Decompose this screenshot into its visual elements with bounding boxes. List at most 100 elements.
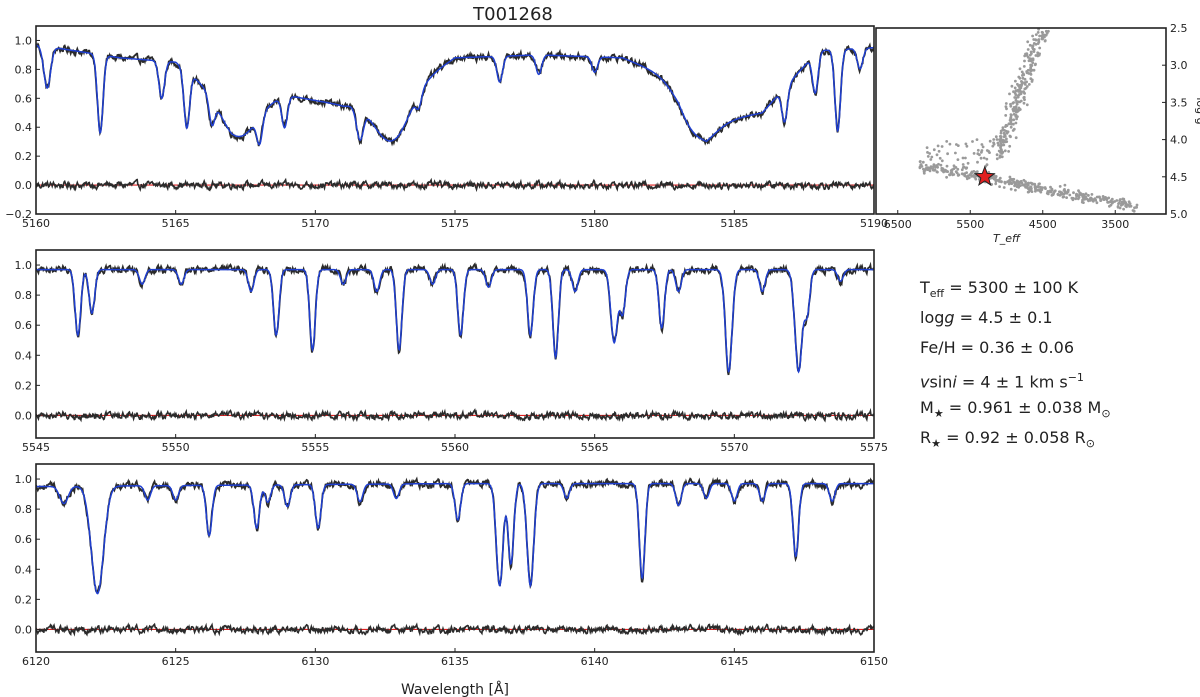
hr-x-tick-label: 4500	[1029, 218, 1057, 231]
hr-point	[1009, 104, 1013, 108]
teff-sub: eff	[929, 287, 945, 301]
hr-point	[1074, 193, 1078, 197]
hr-point	[995, 153, 999, 157]
hr-point	[1034, 38, 1037, 42]
hr-point	[976, 152, 980, 156]
hr-point	[948, 173, 951, 177]
hr-point	[980, 150, 983, 154]
hr-point	[1016, 95, 1020, 99]
hr-point	[930, 155, 934, 159]
hr-point	[1014, 136, 1018, 140]
hr-point	[994, 176, 998, 179]
hr-point	[1017, 180, 1020, 184]
hr-point	[924, 163, 928, 167]
hr-point	[1068, 193, 1072, 197]
x-tick-label: 5550	[162, 441, 190, 454]
hr-point	[936, 144, 940, 148]
hr-point	[1001, 138, 1005, 142]
hr-point	[1122, 207, 1125, 211]
hr-point	[1039, 24, 1042, 27]
hr-point	[1071, 198, 1075, 202]
hr-point	[1040, 30, 1044, 34]
hr-point	[934, 165, 937, 169]
hr-point	[1031, 61, 1035, 65]
y-tick-label: 0.2	[15, 593, 33, 606]
hr-point	[1034, 33, 1038, 36]
vsini-v: v	[920, 372, 930, 392]
hr-point	[940, 159, 944, 163]
x-axis-title: Wavelength [Å]	[401, 681, 509, 697]
hr-point	[1063, 183, 1067, 187]
hr-point	[1029, 50, 1033, 54]
model-spectrum	[36, 44, 874, 146]
hr-point	[988, 139, 992, 143]
hr-point	[1004, 105, 1008, 108]
hr-y-axis-title: log g	[1194, 97, 1200, 124]
hr-point	[1099, 199, 1102, 203]
hr-point	[994, 180, 998, 183]
logg-g: g	[944, 308, 955, 327]
hr-point	[1013, 86, 1017, 90]
hr-point	[1029, 58, 1033, 62]
hr-point	[1014, 115, 1018, 118]
hr-point	[1079, 192, 1083, 196]
hr-point	[999, 129, 1003, 133]
y-tick-label: 0.0	[15, 623, 33, 636]
hr-point	[992, 141, 995, 145]
x-tick-label: 5545	[22, 441, 50, 454]
residual-series	[36, 622, 874, 637]
hr-point	[985, 157, 989, 161]
hr-point	[1012, 90, 1015, 94]
hr-point	[937, 149, 941, 153]
hr-point	[1006, 180, 1010, 183]
hr-point	[994, 135, 998, 139]
hr-point	[1045, 31, 1049, 35]
hr-point	[1013, 96, 1017, 99]
mass-sub: ★	[933, 407, 944, 421]
hr-point	[991, 144, 995, 148]
hr-point	[1022, 65, 1026, 68]
hr-point	[1102, 196, 1106, 200]
hr-point	[1132, 209, 1136, 213]
hr-point	[1023, 59, 1026, 63]
spectrum-panel-3: 6120 6125 6130 6135 6140 6145 6150 0.0 0.2 0.4 0.6…	[15, 463, 888, 668]
vsini-sin: sin	[929, 372, 953, 392]
hr-point	[1026, 184, 1029, 187]
x-tick-label: 6150	[860, 655, 888, 668]
x-tick-label: 5175	[441, 217, 469, 230]
hr-point	[1027, 181, 1030, 185]
hr-point	[1036, 188, 1040, 192]
param-vsini: vsini = 4 ± 1 km s−1	[920, 366, 1190, 396]
spectrum-panel-1: 5160 5165 5170 5175 5180 5185 5190 −0.2 0.0 0.2 0.…	[5, 25, 888, 230]
hr-point	[1086, 194, 1090, 197]
hr-point	[1097, 195, 1101, 199]
hr-point	[1013, 91, 1017, 95]
hr-point	[1023, 87, 1027, 91]
param-radius: R★ = 0.92 ± 0.058 R⊙	[920, 426, 1190, 456]
hr-point	[1027, 72, 1031, 75]
hr-point	[952, 164, 956, 168]
y-tick-label: 0.8	[15, 503, 33, 516]
hr-point	[964, 156, 967, 160]
hr-point	[1009, 116, 1012, 120]
hr-axes-frame	[875, 27, 1167, 215]
hr-point	[980, 143, 984, 146]
hr-point	[1003, 129, 1006, 132]
logg-label: log	[920, 308, 945, 327]
stellar-parameters: Teff = 5300 ± 100 K logg = 4.5 ± 0.1 Fe/…	[920, 276, 1190, 456]
y-tick-label: 0.8	[15, 63, 33, 76]
hr-point	[1077, 189, 1080, 193]
hr-point	[998, 138, 1001, 142]
x-tick-label: 5160	[22, 217, 50, 230]
hr-point	[1032, 50, 1036, 53]
hr-point	[1014, 188, 1017, 192]
hr-point	[1002, 131, 1006, 135]
hr-point	[937, 162, 940, 166]
hr-point	[1027, 190, 1031, 194]
hr-point	[1010, 84, 1014, 88]
hr-point	[1021, 76, 1025, 80]
hr-point	[1005, 140, 1009, 144]
hr-point	[1038, 34, 1041, 38]
hr-point	[928, 167, 932, 170]
